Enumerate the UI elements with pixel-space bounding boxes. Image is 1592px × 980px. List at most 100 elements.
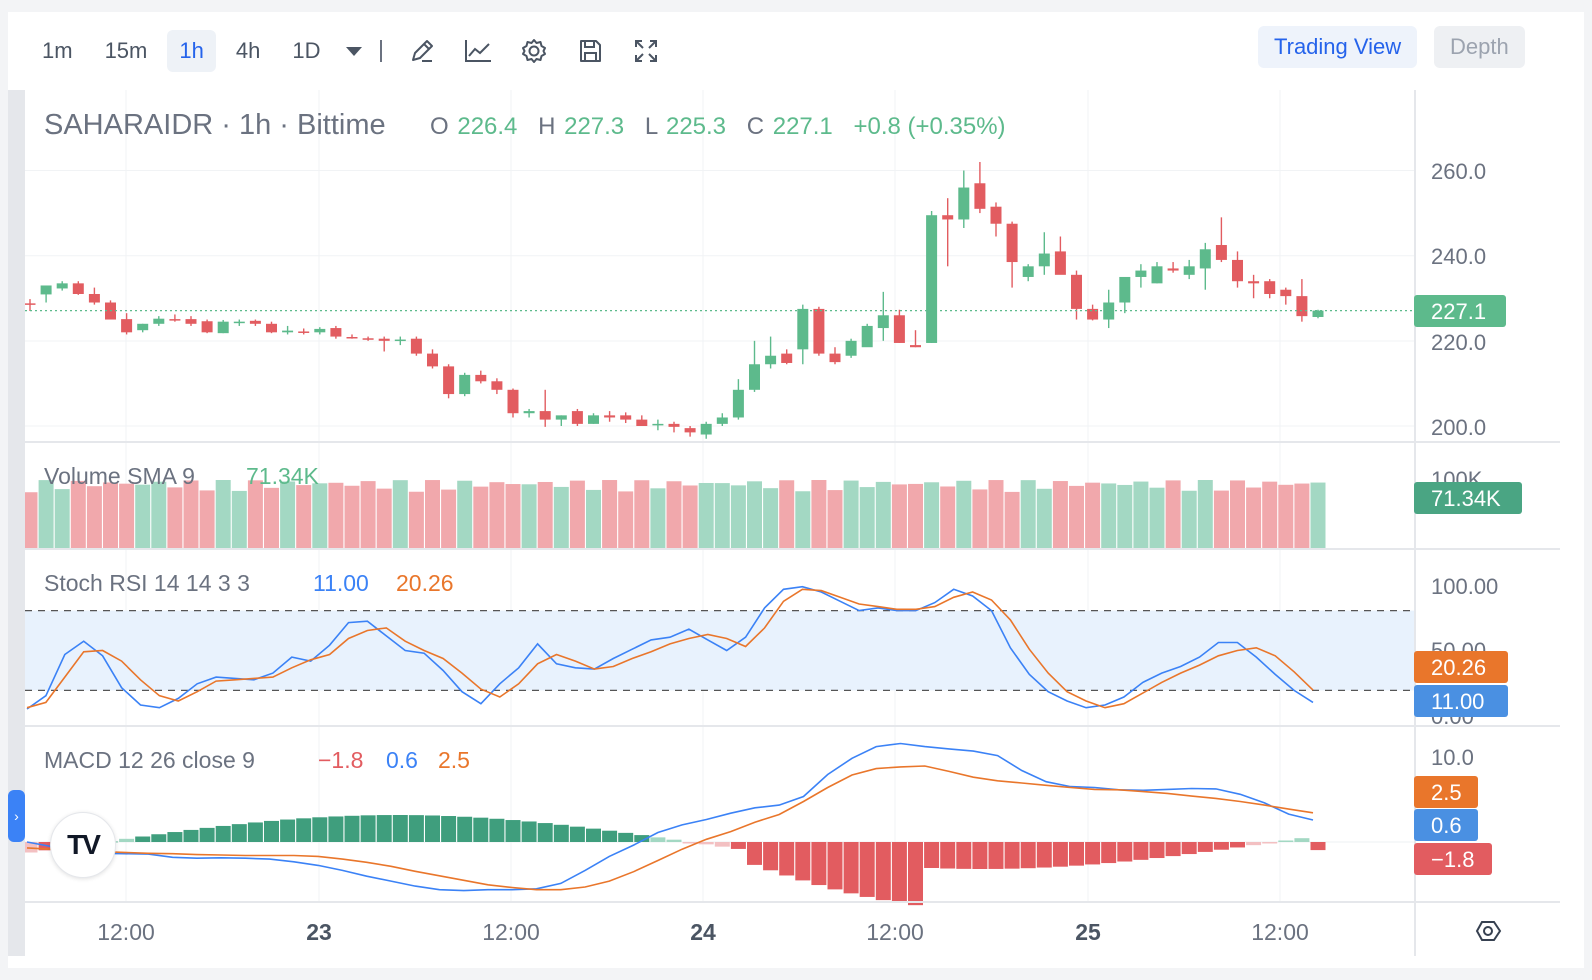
high-value: 227.3 <box>564 113 624 140</box>
volume-bar <box>569 480 585 548</box>
expand-sidebar-button[interactable]: › <box>8 790 25 842</box>
macd-histogram-bar <box>1149 842 1165 859</box>
timeframe-4h[interactable]: 4h <box>235 38 261 63</box>
macd-histogram-bar <box>972 842 988 869</box>
macd-histogram-bar <box>215 825 231 842</box>
depth-button[interactable]: Depth <box>1434 26 1525 68</box>
macd-histogram-bar <box>940 842 956 869</box>
candle-body <box>475 374 487 382</box>
macd-histogram-bar <box>1085 842 1101 865</box>
toolbar-divider <box>380 40 383 62</box>
volume-bar <box>1085 482 1101 548</box>
volume-bar <box>843 480 859 548</box>
macd-histogram-bar <box>1101 842 1117 864</box>
macd-histogram-bar <box>891 842 907 903</box>
timeframe-1h[interactable]: 1h <box>167 30 216 72</box>
volume-sma-value: 71.34K <box>246 463 320 489</box>
macd-histogram-bar <box>730 842 746 849</box>
volume-bar <box>54 489 70 548</box>
open-label: O <box>430 113 449 140</box>
volume-bar <box>859 487 875 548</box>
macd-histogram-bar <box>875 842 891 901</box>
time-tick: 24 <box>690 919 716 945</box>
candle-body <box>1312 310 1324 317</box>
volume-bar <box>988 480 1004 548</box>
stoch-d-line <box>26 588 1314 709</box>
save-icon[interactable] <box>575 36 605 66</box>
macd-histogram-bar <box>392 815 408 842</box>
timeframe-1m[interactable]: 1m <box>42 38 73 63</box>
macd-histogram-bar <box>135 836 151 842</box>
volume-bar <box>634 480 650 548</box>
macd-histogram-bar <box>618 832 634 842</box>
volume-bar <box>505 484 521 548</box>
volume-bar <box>553 486 569 548</box>
trading-view-button[interactable]: Trading View <box>1258 26 1418 68</box>
volume-bar <box>1101 483 1117 548</box>
volume-bar <box>264 487 279 548</box>
candle-body <box>1135 270 1147 277</box>
volume-bar <box>1181 490 1197 548</box>
macd-histogram-bar <box>1197 842 1213 852</box>
macd-histogram-bar <box>408 815 424 842</box>
macd-histogram-bar <box>231 824 247 842</box>
volume-bar <box>714 483 730 548</box>
candle-body <box>1022 266 1034 277</box>
line-chart-icon[interactable] <box>463 36 493 66</box>
candle-body <box>813 308 825 354</box>
volume-bar <box>1004 491 1020 548</box>
candle-body <box>700 423 712 435</box>
volume-bar <box>1117 484 1133 548</box>
candle-body <box>1248 281 1260 284</box>
volume-bar <box>1310 482 1326 548</box>
macd-histogram-bar <box>1246 842 1262 846</box>
volume-bar <box>1262 481 1278 548</box>
hexagon-icon-center <box>1483 926 1493 936</box>
chart-settings-icon[interactable] <box>1475 921 1502 941</box>
macd-histogram-bar <box>988 842 1004 869</box>
hexagon-icon[interactable] <box>1475 921 1502 941</box>
time-tick: 12:00 <box>97 919 155 945</box>
gear-icon[interactable] <box>519 36 549 66</box>
time-tick: 12:00 <box>866 919 924 945</box>
candle-body <box>1183 266 1195 275</box>
last-price-value: 227.1 <box>1431 299 1486 324</box>
volume-bar <box>650 488 666 548</box>
pencil-icon[interactable] <box>407 36 437 66</box>
macd-badge <box>1414 809 1478 841</box>
chevron-down-icon[interactable] <box>346 46 363 56</box>
macd-histogram-bar <box>795 842 811 881</box>
candle-body <box>684 428 696 433</box>
macd-histogram-bar <box>473 817 489 842</box>
candle-body <box>797 308 809 350</box>
candle-body <box>1296 296 1308 317</box>
candle-body <box>926 215 938 343</box>
volume-bar <box>473 486 489 548</box>
candle-body <box>266 323 277 333</box>
volume-bar <box>312 483 328 548</box>
candle-body <box>604 415 616 418</box>
candle-body <box>1006 223 1018 263</box>
fullscreen-icon[interactable] <box>631 36 661 66</box>
timeframe-15m[interactable]: 15m <box>104 38 148 63</box>
candle-body <box>1054 251 1066 275</box>
candle-body <box>137 323 149 331</box>
stoch-d-badge-value: 20.26 <box>1431 655 1486 680</box>
volume-bar <box>521 484 537 548</box>
candle-body <box>620 415 632 420</box>
candle-body <box>459 374 471 395</box>
candlestick-series <box>24 161 1415 439</box>
macd-histogram-bar <box>779 842 795 876</box>
candle-body <box>217 321 229 334</box>
volume-bar <box>199 490 215 548</box>
candle-body <box>314 328 326 333</box>
macd-histogram-bar <box>682 842 698 844</box>
macd-histogram-bar <box>1310 842 1326 851</box>
macd-label: MACD 12 26 close 9 <box>44 747 255 773</box>
timeframe-1d[interactable]: 1D <box>292 38 321 63</box>
volume-badge <box>1414 482 1522 514</box>
macd-histogram-bar <box>763 842 779 871</box>
candle-body <box>330 328 342 337</box>
close-label: C <box>747 113 764 140</box>
